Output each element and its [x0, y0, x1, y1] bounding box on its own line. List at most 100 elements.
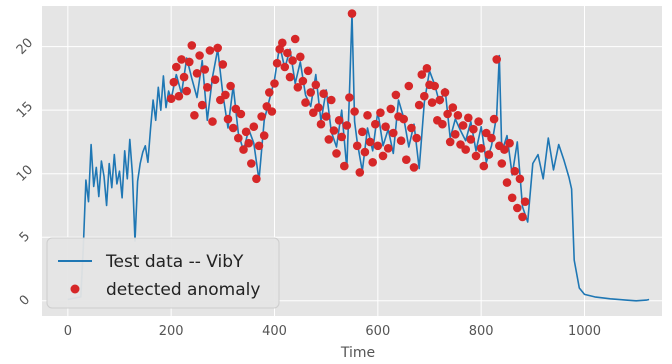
anomaly-point: [389, 128, 398, 138]
anomaly-point: [451, 130, 460, 139]
anomaly-point: [293, 83, 303, 92]
anomaly-point: [169, 77, 179, 87]
anomaly-point: [288, 56, 297, 65]
anomaly-point: [254, 141, 264, 151]
anomaly-point: [500, 145, 509, 154]
anomaly-point: [445, 137, 455, 147]
anomaly-point: [332, 149, 341, 158]
y-tick-label: 5: [17, 229, 33, 245]
anomaly-point: [391, 90, 401, 100]
anomaly-point: [476, 144, 486, 153]
x-axis-ticks: 0 200 400 600 800 1000: [64, 324, 601, 339]
y-tick-label: 10: [14, 163, 36, 185]
anomaly-point: [363, 111, 372, 120]
x-tick-label: 800: [469, 324, 494, 339]
anomaly-point: [239, 145, 248, 154]
anomaly-point: [453, 111, 463, 120]
anomaly-point: [412, 133, 421, 143]
anomaly-point: [177, 55, 186, 64]
anomaly-point: [497, 159, 507, 168]
anomaly-point: [510, 166, 520, 176]
anomaly-point: [417, 70, 427, 79]
anomaly-point: [430, 81, 440, 91]
anomaly-point: [296, 52, 305, 62]
anomaly-point: [383, 144, 393, 153]
anomaly-point: [314, 103, 323, 112]
series-line-path: [67, 12, 650, 302]
anomaly-point: [373, 141, 383, 151]
anomaly-point: [360, 147, 370, 157]
anomaly-point: [200, 65, 210, 74]
anomaly-point: [280, 62, 290, 72]
anomaly-point: [471, 151, 481, 161]
anomaly-point: [350, 107, 359, 116]
x-tick-label: 600: [365, 324, 390, 339]
anomaly-point: [213, 43, 222, 53]
anomaly-point: [306, 88, 316, 97]
anomaly-point: [487, 133, 496, 143]
y-axis-ticks: 0 5 10 15 20: [14, 36, 36, 309]
anomaly-point: [236, 109, 246, 119]
anomaly-point: [337, 132, 347, 142]
anomaly-point: [489, 114, 499, 124]
anomaly-point: [182, 86, 191, 96]
anomaly-point: [464, 113, 473, 123]
anomaly-point: [249, 122, 259, 131]
anomaly-point: [414, 100, 424, 110]
anomaly-point: [244, 138, 253, 148]
anomaly-point: [221, 90, 230, 100]
anomaly-point: [311, 80, 321, 90]
anomaly-point: [440, 88, 450, 97]
anomaly-point: [443, 109, 452, 119]
anomaly-point: [355, 168, 365, 177]
legend-point-label: detected anomaly: [106, 280, 260, 300]
anomaly-point: [316, 119, 326, 129]
anomaly-point: [247, 159, 256, 168]
line-series: [67, 12, 650, 302]
anomaly-point: [407, 123, 416, 133]
anomaly-point: [492, 55, 502, 64]
anomaly-point: [358, 127, 367, 137]
anomaly-point: [185, 57, 194, 67]
x-tick-label: 400: [262, 324, 287, 339]
anomaly-point: [484, 150, 494, 159]
anomaly-point: [448, 103, 458, 112]
anomaly-point: [371, 119, 380, 129]
anomaly-point: [303, 66, 313, 76]
anomaly-point: [205, 46, 215, 55]
anomaly-point: [342, 121, 352, 130]
legend-box: [46, 237, 280, 309]
anomaly-point: [404, 81, 414, 91]
anomaly-point: [272, 58, 282, 68]
y-tick-label: 20: [14, 36, 36, 58]
anomaly-point: [234, 133, 243, 143]
anomaly-point: [290, 34, 300, 44]
anomaly-point: [505, 138, 514, 148]
anomaly-point: [298, 76, 308, 86]
anomaly-point: [285, 72, 295, 82]
anomaly-point: [438, 119, 447, 129]
anomaly-point: [420, 91, 429, 101]
anomaly-point: [174, 91, 184, 101]
anomaly-point: [301, 98, 310, 107]
anomaly-point: [321, 112, 331, 121]
anomaly-point: [226, 81, 235, 91]
anomaly-point: [208, 117, 217, 126]
legend-line-label: Test data -- VibY: [105, 252, 244, 272]
anomaly-point: [252, 174, 261, 184]
anomaly-point: [241, 127, 251, 137]
anomaly-point: [435, 95, 445, 105]
anomaly-point: [518, 212, 527, 222]
anomaly-point: [352, 141, 362, 151]
anomaly-point: [507, 193, 517, 203]
anomaly-point: [218, 60, 228, 69]
anomaly-point: [283, 48, 292, 58]
x-axis-label: Time: [340, 345, 375, 361]
anomaly-point: [376, 108, 385, 117]
anomaly-point: [345, 93, 354, 102]
x-tick-label: 0: [64, 324, 72, 339]
anomaly-point: [267, 107, 277, 116]
x-tick-label: 200: [159, 324, 184, 339]
anomaly-point: [409, 163, 419, 172]
y-tick-label: 0: [17, 293, 33, 309]
